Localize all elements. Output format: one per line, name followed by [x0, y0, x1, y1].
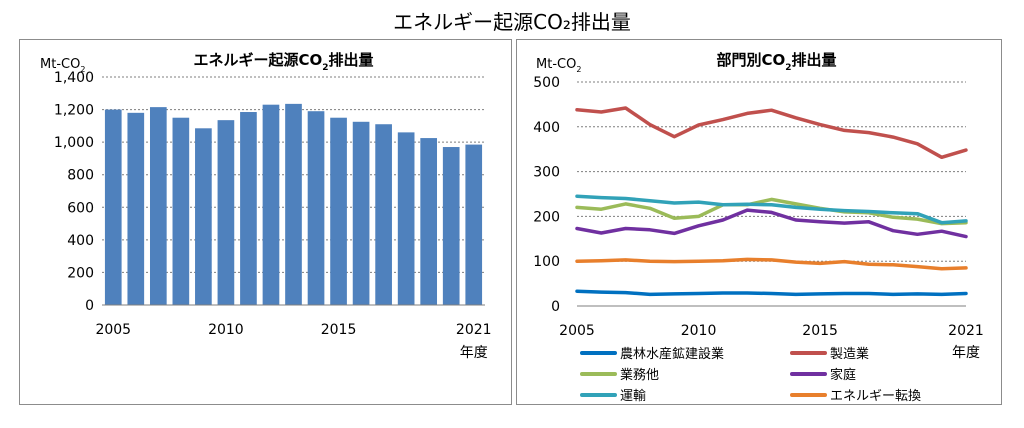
x-tick-label: 2010 — [681, 323, 717, 339]
line-chart-title: 部門別CO2排出量 — [716, 51, 836, 73]
legend-label: 農林水産鉱建設業 — [620, 346, 724, 362]
y-axis-unit: Mt-CO2 — [536, 57, 581, 74]
bar — [104, 109, 122, 305]
y-tick-label: 300 — [533, 165, 560, 181]
y-tick-label: 500 — [533, 75, 560, 91]
legend-label: 製造業 — [830, 346, 869, 362]
x-tick-label: 2021 — [948, 323, 984, 339]
x-axis-label: 年度 — [460, 345, 488, 361]
y-tick-label: 800 — [67, 168, 94, 184]
x-tick-label: 2005 — [95, 322, 131, 338]
bar — [397, 132, 415, 305]
bar — [262, 104, 280, 305]
y-tick-label: 200 — [533, 209, 560, 225]
bar-chart: エネルギー起源CO2排出量 Mt-CO2 0 200 400 600 800 1,000 1,2… — [40, 51, 492, 361]
bar — [375, 124, 392, 305]
series-line — [575, 289, 968, 297]
y-tick-label: 0 — [551, 299, 560, 315]
line-chart-panel: 部門別CO2排出量 Mt-CO2 0 100 200 300 400 500 2005 2010 2… — [516, 39, 1002, 405]
bar — [442, 147, 460, 305]
y-tick-label: 600 — [67, 200, 94, 216]
bar — [352, 121, 370, 306]
bar — [285, 103, 302, 305]
x-tick-label: 2015 — [321, 322, 357, 338]
bar-chart-panel: エネルギー起源CO2排出量 Mt-CO2 0 200 400 600 800 1,000 1,2… — [19, 39, 512, 405]
series-line — [575, 197, 968, 226]
bar — [465, 144, 483, 305]
x-tick-label: 2021 — [456, 322, 492, 338]
y-tick-label: 1,400 — [54, 70, 94, 86]
legend-label: 運輸 — [620, 389, 646, 404]
series-line — [575, 208, 968, 239]
legend-label: 家庭 — [830, 367, 856, 383]
bar — [307, 111, 325, 305]
legend-label: エネルギー転換 — [830, 389, 921, 404]
series-line — [575, 257, 968, 271]
line-chart: 部門別CO2排出量 Mt-CO2 0 100 200 300 400 500 2005 2010 2… — [533, 51, 984, 404]
legend-label: 業務他 — [620, 367, 659, 383]
y-tick-label: 100 — [533, 254, 560, 270]
page-title: エネルギー起源CO₂排出量 — [393, 10, 631, 34]
bar — [149, 107, 167, 305]
y-tick-label: 0 — [85, 298, 94, 314]
bar — [217, 120, 235, 306]
y-tick-label: 1,200 — [54, 103, 94, 119]
bar-chart-title: エネルギー起源CO2排出量 — [193, 51, 373, 73]
bar — [330, 117, 347, 305]
y-axis-unit: Mt-CO2 — [40, 57, 85, 74]
x-axis-label: 年度 — [952, 345, 980, 361]
y-tick-label: 200 — [67, 265, 94, 281]
series-line — [575, 106, 968, 160]
x-tick-label: 2010 — [208, 322, 244, 338]
series-line — [575, 194, 968, 225]
bar — [420, 138, 438, 305]
bar — [172, 117, 190, 305]
y-tick-label: 400 — [67, 233, 94, 249]
bar — [240, 112, 257, 305]
x-tick-label: 2015 — [802, 323, 838, 339]
bar — [127, 112, 145, 305]
bar — [195, 128, 212, 305]
y-tick-label: 1,000 — [54, 135, 94, 151]
y-tick-label: 400 — [533, 120, 560, 136]
x-tick-label: 2005 — [559, 323, 595, 339]
